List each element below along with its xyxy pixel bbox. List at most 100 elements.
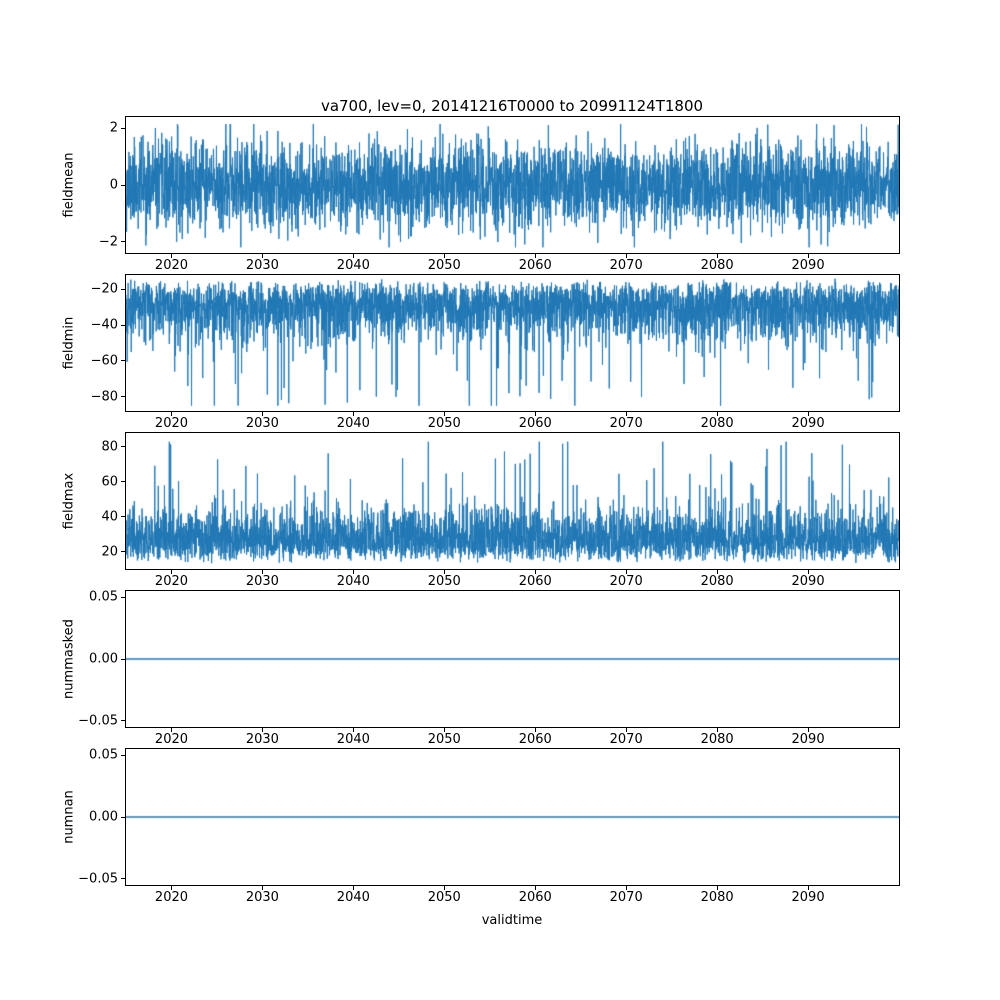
y-tick-mark <box>121 241 125 243</box>
x-tick-label: 2020 <box>154 574 189 589</box>
x-tick-mark <box>352 570 354 574</box>
x-tick-label: 2070 <box>609 574 643 589</box>
x-tick-mark <box>807 570 809 574</box>
fieldmean-plot-canvas <box>126 117 899 253</box>
y-tick-mark <box>121 127 125 129</box>
y-tick-mark <box>121 516 125 518</box>
x-tick-mark <box>352 254 354 258</box>
x-tick-label: 2020 <box>154 732 189 747</box>
x-tick-mark <box>534 570 536 574</box>
x-tick-mark <box>261 728 263 732</box>
x-tick-mark <box>716 886 718 890</box>
y-tick-label: −60 <box>90 353 118 369</box>
y-tick-mark <box>121 481 125 483</box>
x-tick-mark <box>807 412 809 416</box>
x-tick-mark <box>625 254 627 258</box>
y-tick-label: 0.00 <box>89 809 118 825</box>
y-tick-label: −40 <box>90 317 118 333</box>
subplot-fieldmin: fieldmin −20 −40 −60 −80 2020 2030 2040 2050 206… <box>62 274 900 430</box>
y-tick-mark <box>121 816 125 818</box>
y-tick-mark <box>121 184 125 186</box>
y-tick-label: 20 <box>101 544 118 560</box>
x-tick-label: 2030 <box>245 732 279 747</box>
x-tick-label: 2070 <box>609 890 643 905</box>
x-tick-label: 2060 <box>518 732 552 747</box>
x-tick-mark <box>625 412 627 416</box>
x-tick-label: 2090 <box>791 890 825 905</box>
y-tick-label: 40 <box>101 509 118 525</box>
x-tick-label: 2050 <box>427 574 461 589</box>
nummasked-axis-label: nummasked <box>61 619 77 699</box>
x-tick-mark <box>352 412 354 416</box>
x-tick-mark <box>443 886 445 890</box>
x-tick-mark <box>807 254 809 258</box>
fieldmean-axis-label: fieldmean <box>61 152 77 218</box>
x-tick-mark <box>170 412 172 416</box>
x-tick-mark <box>261 570 263 574</box>
x-tick-mark <box>807 886 809 890</box>
fieldmax-plot-canvas <box>126 433 899 569</box>
x-tick-mark <box>625 886 627 890</box>
x-tick-mark <box>443 254 445 258</box>
x-tick-label: 2040 <box>336 574 370 589</box>
x-tick-mark <box>534 412 536 416</box>
subplot-numnan: numnan 0.05 0.00 −0.05 2020 2030 2040 2050 2060… <box>62 748 900 904</box>
x-tick-label: 2020 <box>154 258 189 273</box>
x-tick-mark <box>534 886 536 890</box>
x-tick-label: 2060 <box>518 890 552 905</box>
x-tick-label: 2050 <box>427 890 461 905</box>
x-tick-label: 2020 <box>154 416 189 431</box>
x-tick-label: 2030 <box>245 416 279 431</box>
x-tick-mark <box>534 728 536 732</box>
x-tick-mark <box>443 728 445 732</box>
x-tick-mark <box>625 728 627 732</box>
y-tick-label: 2 <box>109 120 118 136</box>
y-tick-mark <box>121 551 125 553</box>
x-tick-mark <box>716 254 718 258</box>
x-tick-label: 2090 <box>791 574 825 589</box>
x-tick-label: 2080 <box>700 258 734 273</box>
y-tick-label: 0.05 <box>89 747 118 763</box>
x-tick-label: 2080 <box>700 574 734 589</box>
x-tick-mark <box>170 254 172 258</box>
y-tick-label: −0.05 <box>78 713 118 729</box>
x-tick-mark <box>443 412 445 416</box>
x-tick-mark <box>716 412 718 416</box>
y-tick-mark <box>121 720 125 722</box>
x-tick-mark <box>170 728 172 732</box>
x-tick-label: 2080 <box>700 890 734 905</box>
x-tick-label: 2090 <box>791 416 825 431</box>
x-tick-label: 2050 <box>427 732 461 747</box>
numnan-axis-label: numnan <box>61 790 77 844</box>
x-tick-label: 2020 <box>154 890 189 905</box>
x-tick-label: 2050 <box>427 416 461 431</box>
y-tick-mark <box>121 596 125 598</box>
y-tick-mark <box>121 446 125 448</box>
x-tick-mark <box>443 570 445 574</box>
y-tick-mark <box>121 754 125 756</box>
subplot-fieldmean: fieldmean 2 0 −2 2020 2030 2040 2050 2060 2070 20… <box>62 116 900 272</box>
fieldmin-axis-label: fieldmin <box>61 316 77 370</box>
x-tick-label: 2060 <box>518 416 552 431</box>
x-tick-label: 2090 <box>791 258 825 273</box>
numnan-plot-canvas <box>126 749 899 885</box>
y-tick-label: 0.05 <box>89 589 118 605</box>
x-tick-label: 2080 <box>700 416 734 431</box>
x-tick-mark <box>170 570 172 574</box>
x-tick-label: 2040 <box>336 258 370 273</box>
y-tick-mark <box>121 396 125 398</box>
y-tick-label: −80 <box>90 389 118 405</box>
x-tick-label: 2060 <box>518 574 552 589</box>
x-tick-label: 2050 <box>427 258 461 273</box>
x-tick-label: 2040 <box>336 890 370 905</box>
x-tick-label: 2070 <box>609 732 643 747</box>
x-tick-mark <box>261 412 263 416</box>
nummasked-plot-canvas <box>126 591 899 727</box>
x-tick-mark <box>261 886 263 890</box>
x-tick-label: 2070 <box>609 416 643 431</box>
y-tick-mark <box>121 360 125 362</box>
chart-title: va700, lev=0, 20141216T0000 to 20991124T… <box>320 97 704 115</box>
fieldmax-axis-label: fieldmax <box>61 472 77 530</box>
y-tick-label: 0 <box>109 177 118 193</box>
